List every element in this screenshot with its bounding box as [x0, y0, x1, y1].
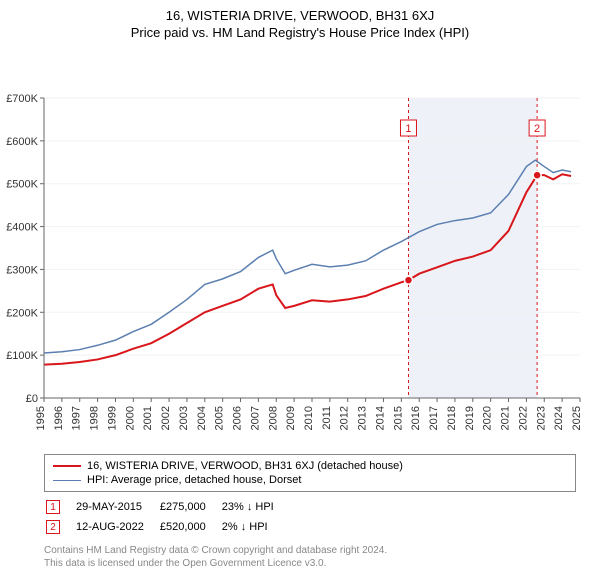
marker-label-num: 2 [534, 123, 540, 135]
y-tick-label: £500K [6, 179, 38, 191]
x-tick-label: 1995 [35, 406, 47, 430]
shaded-sale-period [408, 98, 537, 398]
legend-swatch [53, 465, 81, 467]
x-tick-label: 2022 [517, 406, 529, 430]
line-chart-svg: £0 £100K £200K £300K £400K £500K £600K £700K 199… [0, 46, 600, 448]
x-tick-label: 2012 [339, 406, 351, 430]
footer-line-1: Contains HM Land Registry data © Crown c… [44, 545, 387, 556]
sale-marker-dot [404, 276, 412, 284]
legend-row: 16, WISTERIA DRIVE, VERWOOD, BH31 6XJ (d… [53, 459, 567, 473]
x-tick-label: 2018 [446, 406, 458, 430]
x-tick-label: 2015 [392, 406, 404, 430]
chart-area: £0 £100K £200K £300K £400K £500K £600K £700K 199… [0, 46, 600, 448]
x-tick-label: 2001 [142, 406, 154, 430]
marker-row: 1 29-MAY-2015£275,00023% ↓ HPI [46, 498, 288, 516]
legend: 16, WISTERIA DRIVE, VERWOOD, BH31 6XJ (d… [44, 454, 576, 492]
x-tick-label: 2006 [232, 406, 244, 430]
marker-delta: 23% ↓ HPI [222, 498, 288, 516]
x-tick-label: 2008 [267, 406, 279, 430]
sale-marker-dot [533, 171, 541, 179]
x-tick-label: 2002 [160, 406, 172, 430]
marker-row: 2 12-AUG-2022£520,0002% ↓ HPI [46, 518, 288, 536]
y-tick-label: £600K [6, 136, 38, 148]
marker-num-box: 1 [46, 500, 60, 514]
x-tick-label: 2020 [482, 406, 494, 430]
x-tick-label: 2019 [464, 406, 476, 430]
marker-label-num: 1 [405, 123, 411, 135]
marker-price: £275,000 [160, 498, 220, 516]
footer-attribution: Contains HM Land Registry data © Crown c… [44, 544, 576, 570]
x-tick-label: 2003 [178, 406, 190, 430]
x-tick-label: 2011 [321, 406, 333, 430]
x-tick-label: 2016 [410, 406, 422, 430]
x-tick-label: 1999 [106, 406, 118, 430]
x-tick-label: 2023 [535, 406, 547, 430]
x-tick-label: 1998 [89, 406, 101, 430]
x-tick-label: 2004 [196, 406, 208, 430]
marker-delta: 2% ↓ HPI [222, 518, 288, 536]
x-tick-label: 2025 [571, 406, 583, 430]
y-tick-label: £700K [6, 93, 38, 105]
legend-label: HPI: Average price, detached house, Dors… [87, 474, 301, 486]
legend-row: HPI: Average price, detached house, Dors… [53, 473, 567, 487]
x-tick-label: 2024 [553, 406, 565, 430]
legend-label: 16, WISTERIA DRIVE, VERWOOD, BH31 6XJ (d… [87, 460, 403, 472]
legend-swatch [53, 480, 81, 481]
sales-markers-table: 1 29-MAY-2015£275,00023% ↓ HPI 2 12-AUG-202… [44, 496, 290, 538]
x-tick-label: 2007 [249, 406, 261, 430]
x-tick-label: 1996 [53, 406, 65, 430]
chart-subtitle: Price paid vs. HM Land Registry's House … [0, 25, 600, 40]
marker-price: £520,000 [160, 518, 220, 536]
x-tick-label: 1997 [71, 406, 83, 430]
marker-date: 12-AUG-2022 [76, 518, 158, 536]
y-tick-label: £400K [6, 222, 38, 234]
marker-num-box: 2 [46, 520, 60, 534]
x-tick-label: 2014 [374, 406, 386, 430]
x-tick-label: 2013 [357, 406, 369, 430]
y-tick-label: £300K [6, 264, 38, 276]
chart-title: 16, WISTERIA DRIVE, VERWOOD, BH31 6XJ [0, 8, 600, 23]
y-tick-label: £100K [6, 350, 38, 362]
marker-date: 29-MAY-2015 [76, 498, 158, 516]
x-tick-label: 2000 [124, 406, 136, 430]
x-tick-label: 2021 [500, 406, 512, 430]
x-tick-label: 2005 [214, 406, 226, 430]
x-tick-label: 2017 [428, 406, 440, 430]
x-tick-label: 2010 [303, 406, 315, 430]
y-tick-label: £200K [6, 307, 38, 319]
x-tick-label: 2009 [285, 406, 297, 430]
y-tick-label: £0 [26, 393, 38, 405]
